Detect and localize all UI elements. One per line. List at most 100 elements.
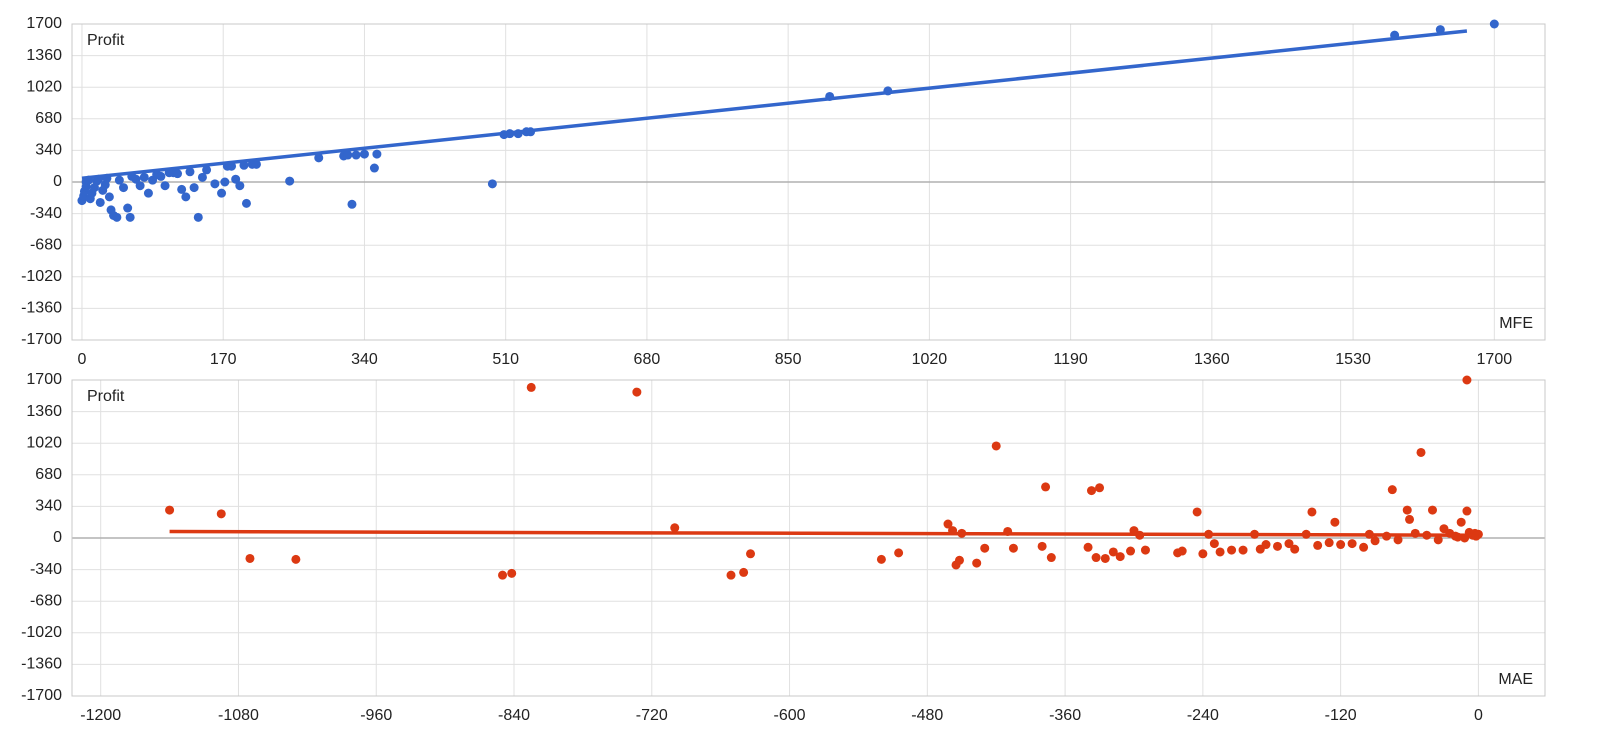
- y-tick-label: -1020: [21, 624, 62, 641]
- point: [235, 181, 245, 191]
- point: [369, 163, 379, 173]
- y-axis-label: Profit: [87, 32, 125, 49]
- point: [526, 382, 536, 392]
- plot-frame: [71, 379, 1546, 697]
- point: [185, 167, 195, 177]
- point: [217, 188, 227, 198]
- y-tick-label: -340: [30, 561, 62, 578]
- point: [351, 150, 361, 160]
- point: [125, 212, 135, 222]
- x-tick-label: 1700: [1477, 351, 1513, 368]
- x-tick-label: -840: [498, 707, 530, 724]
- point: [1313, 540, 1323, 550]
- x-tick-label: 170: [210, 351, 237, 368]
- point: [241, 198, 251, 208]
- point: [202, 165, 212, 175]
- point: [112, 212, 122, 222]
- y-axis-label: Profit: [87, 388, 125, 405]
- point: [1347, 539, 1357, 549]
- y-tick-label: 0: [53, 529, 62, 546]
- point: [1091, 553, 1101, 563]
- y-tick-label: 1360: [26, 403, 62, 420]
- x-tick-label: 1530: [1335, 351, 1371, 368]
- point: [1336, 540, 1346, 550]
- point: [177, 184, 187, 194]
- point: [1261, 540, 1271, 550]
- y-tick-label: -1700: [21, 687, 62, 704]
- point: [1126, 546, 1136, 556]
- point: [1095, 483, 1105, 493]
- point: [343, 150, 353, 160]
- point: [216, 509, 226, 519]
- point: [1416, 447, 1426, 457]
- y-tick-label: -1360: [21, 656, 62, 673]
- x-tick-label: -240: [1187, 707, 1219, 724]
- point: [943, 519, 953, 529]
- point: [245, 553, 255, 563]
- point: [1427, 505, 1437, 515]
- y-tick-label: 0: [53, 173, 62, 190]
- x-tick-label: -960: [360, 707, 392, 724]
- point: [1115, 552, 1125, 562]
- point: [1290, 544, 1300, 554]
- point: [670, 523, 680, 533]
- y-tick-label: 1020: [26, 434, 62, 451]
- point: [1462, 375, 1472, 385]
- point: [1140, 545, 1150, 555]
- point: [1008, 543, 1018, 553]
- y-tick-label: -340: [30, 205, 62, 222]
- point: [156, 171, 166, 181]
- point: [1272, 541, 1282, 551]
- point: [123, 203, 133, 213]
- y-tick-label: -680: [30, 592, 62, 609]
- x-tick-label: 1020: [912, 351, 948, 368]
- point: [1192, 507, 1202, 517]
- point: [1330, 517, 1340, 527]
- point: [1489, 19, 1499, 29]
- point: [498, 570, 508, 580]
- y-tick-label: 680: [35, 110, 62, 127]
- x-tick-label: -120: [1325, 707, 1357, 724]
- point: [160, 181, 170, 191]
- x-axis-label: MAE: [1498, 671, 1533, 688]
- point: [139, 172, 149, 182]
- y-tick-label: -1360: [21, 300, 62, 317]
- point: [1083, 542, 1093, 552]
- point: [114, 175, 124, 185]
- point: [189, 183, 199, 193]
- point: [173, 169, 183, 179]
- point: [487, 179, 497, 189]
- point: [231, 174, 241, 184]
- point: [1215, 547, 1225, 557]
- point: [1456, 517, 1466, 527]
- point: [104, 192, 114, 202]
- y-tick-label: 1700: [26, 15, 62, 32]
- y-tick-label: 1700: [26, 371, 62, 388]
- x-tick-label: -1200: [80, 707, 121, 724]
- point: [954, 555, 964, 565]
- y-tick-label: -680: [30, 236, 62, 253]
- y-tick-label: -1700: [21, 331, 62, 348]
- point: [739, 567, 749, 577]
- point: [1198, 549, 1208, 559]
- x-tick-label: -720: [636, 707, 668, 724]
- point: [1087, 486, 1097, 496]
- point: [1307, 507, 1317, 517]
- point: [1227, 545, 1237, 555]
- point: [726, 570, 736, 580]
- x-axis-label: MFE: [1499, 315, 1533, 332]
- y-tick-label: -1020: [21, 268, 62, 285]
- point: [1393, 535, 1403, 545]
- point: [1209, 539, 1219, 549]
- point: [746, 549, 756, 559]
- point: [876, 554, 886, 564]
- point: [197, 172, 207, 182]
- point: [372, 149, 382, 159]
- point: [972, 558, 982, 568]
- point: [95, 197, 105, 207]
- point: [1037, 541, 1047, 551]
- point: [220, 177, 230, 187]
- x-tick-label: -480: [911, 707, 943, 724]
- x-tick-label: 510: [492, 351, 519, 368]
